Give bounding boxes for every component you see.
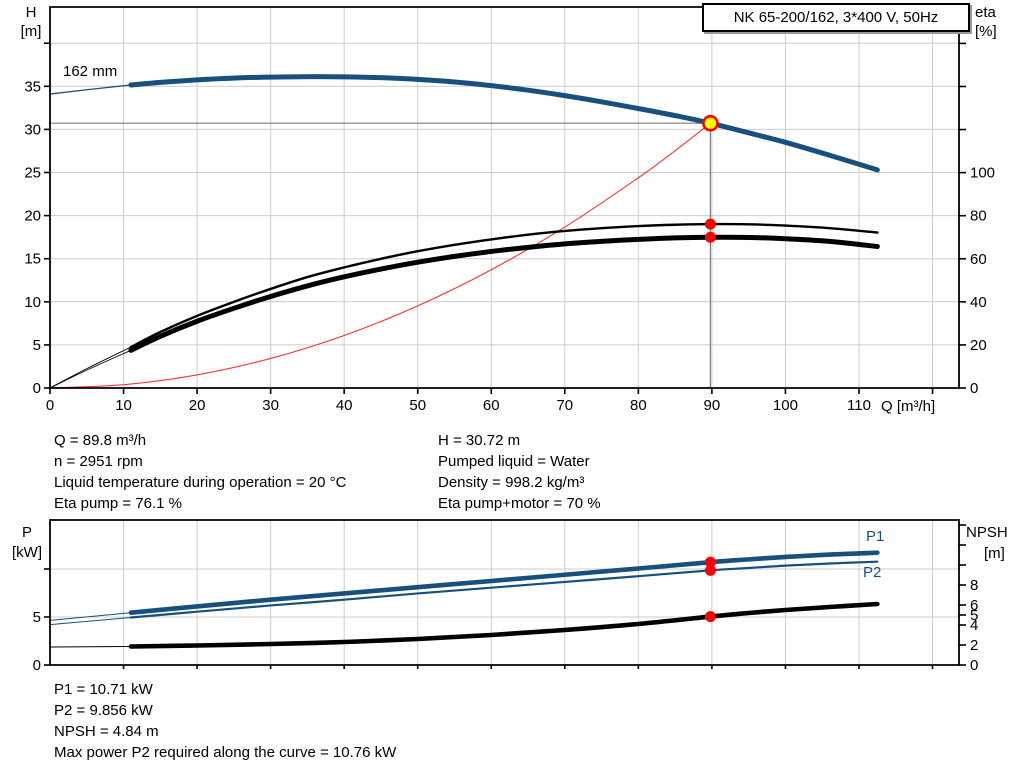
x-axis-tick-label: 30: [262, 397, 279, 414]
left-axis-tick-label: 35: [24, 78, 41, 95]
right-axis-tick-label: 80: [970, 208, 987, 225]
right-axis-tick-label: 20: [970, 337, 987, 354]
x-axis-tick-label: 90: [704, 397, 721, 414]
npsh-curve-lead-in: [49, 646, 132, 648]
x-axis-tick-label: 80: [630, 397, 647, 414]
x-axis-tick-label: 60: [483, 397, 500, 414]
info-p1: P1 = 10.71 kW: [54, 681, 153, 698]
operating-point-dot: [704, 564, 716, 576]
plot-frame: [49, 519, 960, 666]
info-npsh: NPSH = 4.84 m: [54, 723, 159, 740]
left-axis-tick-label: 25: [24, 165, 41, 182]
right-axis-tick-label: 2: [970, 637, 978, 654]
left-axis-tick-label: 10: [24, 294, 41, 311]
right-axis-tick-label: 5: [970, 607, 978, 624]
head-axis-unit: [m]: [20, 23, 42, 40]
p1-curve-lead-in: [49, 612, 132, 621]
x-axis-tick-label: 10: [115, 397, 132, 414]
power-info: P1 = 10.71 kW P2 = 9.856 kW NPSH = 4.84 …: [54, 679, 396, 763]
eta-pump-motor-curve: [128, 234, 880, 353]
npsh-axis-unit: [m]: [984, 545, 1005, 562]
power-axis-title: P: [21, 524, 32, 541]
right-axis-tick-label: 0: [970, 380, 978, 397]
pump-curve-162mm: [128, 74, 880, 173]
p1-curve-label: P1: [866, 528, 885, 545]
info-speed: n = 2951 rpm: [54, 453, 143, 470]
info-pumped-liquid: Pumped liquid = Water: [438, 453, 590, 470]
eta-pump-curve: [129, 222, 879, 349]
right-axis-tick-label: 8: [970, 577, 978, 594]
x-axis-tick-label: 50: [409, 397, 426, 414]
eta-axis-title: eta: [975, 4, 996, 21]
x-axis-tick-label: 110: [847, 397, 871, 414]
info-head: H = 30.72 m: [438, 432, 521, 449]
left-axis-tick-label: 30: [24, 121, 41, 138]
plot-frame: [49, 6, 960, 389]
x-axis-tick-label: 40: [336, 397, 353, 414]
operating-point-dot: [704, 218, 716, 230]
right-axis-tick-label: 100: [970, 165, 995, 182]
duty-info-left: Q = 89.8 m³/h n = 2951 rpm Liquid temper…: [54, 430, 346, 514]
x-axis-tick-label: 70: [556, 397, 573, 414]
info-eta-pump: Eta pump = 76.1 %: [54, 495, 182, 512]
info-density: Density = 998.2 kg/m³: [438, 474, 585, 491]
npsh-axis-title: NPSH: [966, 524, 1008, 541]
left-axis-tick-label: 0: [33, 657, 41, 674]
left-axis-tick-label: 0: [33, 380, 41, 397]
head-flow-chart: 0 5 10 15 20 25 30 35 0 20 40 60 80 100 0 10 20 30 40 50 60 7…: [24, 6, 995, 414]
p1-curve: [128, 550, 880, 615]
x-axis-tick-label: 20: [189, 397, 206, 414]
left-axis-tick-label: 5: [33, 609, 41, 626]
info-max-power: Max power P2 required along the curve = …: [54, 744, 397, 761]
p2-curve: [129, 560, 879, 619]
info-liquid-temperature: Liquid temperature during operation = 20…: [54, 474, 347, 491]
pump-title-box: NK 65-200/162, 3*400 V, 50Hz: [702, 3, 970, 32]
p2-curve-lead-in: [49, 616, 132, 626]
head-axis-title: H: [25, 4, 37, 21]
right-axis-tick-label: 0: [970, 657, 978, 674]
operating-point-dot: [704, 611, 716, 623]
npsh-curve: [128, 601, 880, 649]
x-axis-tick-label: 0: [46, 397, 54, 414]
info-flow: Q = 89.8 m³/h: [54, 432, 147, 449]
right-axis-tick-label: 40: [970, 294, 987, 311]
operating-point-dot: [704, 231, 716, 243]
impeller-size-label: 162 mm: [63, 63, 118, 80]
operating-point-dot: [704, 556, 716, 568]
p2-curve-label: P2: [863, 564, 882, 581]
system-curve: [49, 122, 711, 389]
left-axis-tick-label: 5: [33, 337, 41, 354]
right-axis-tick-label: 6: [970, 597, 978, 614]
info-eta-pump-motor: Eta pump+motor = 70 %: [438, 495, 601, 512]
power-axis-unit: [kW]: [12, 544, 42, 561]
x-axis-tick-label: 100: [773, 397, 798, 414]
eta-axis-unit: [%]: [975, 23, 997, 40]
right-axis-tick-label: 60: [970, 251, 987, 268]
right-axis-tick-label: 4: [970, 617, 978, 634]
left-axis-tick-label: 20: [24, 208, 41, 225]
flow-axis-title: Q [m³/h]: [881, 398, 936, 415]
left-axis-tick-label: 15: [24, 251, 41, 268]
duty-info-right: H = 30.72 m Pumped liquid = Water Densit…: [438, 430, 601, 514]
pump-curve-162mm-lead-in: [49, 84, 132, 95]
duty-point-marker[interactable]: [702, 114, 719, 132]
eta-pump-motor-curve-lead-in: [49, 349, 132, 389]
info-p2: P2 = 9.856 kW: [54, 702, 153, 719]
